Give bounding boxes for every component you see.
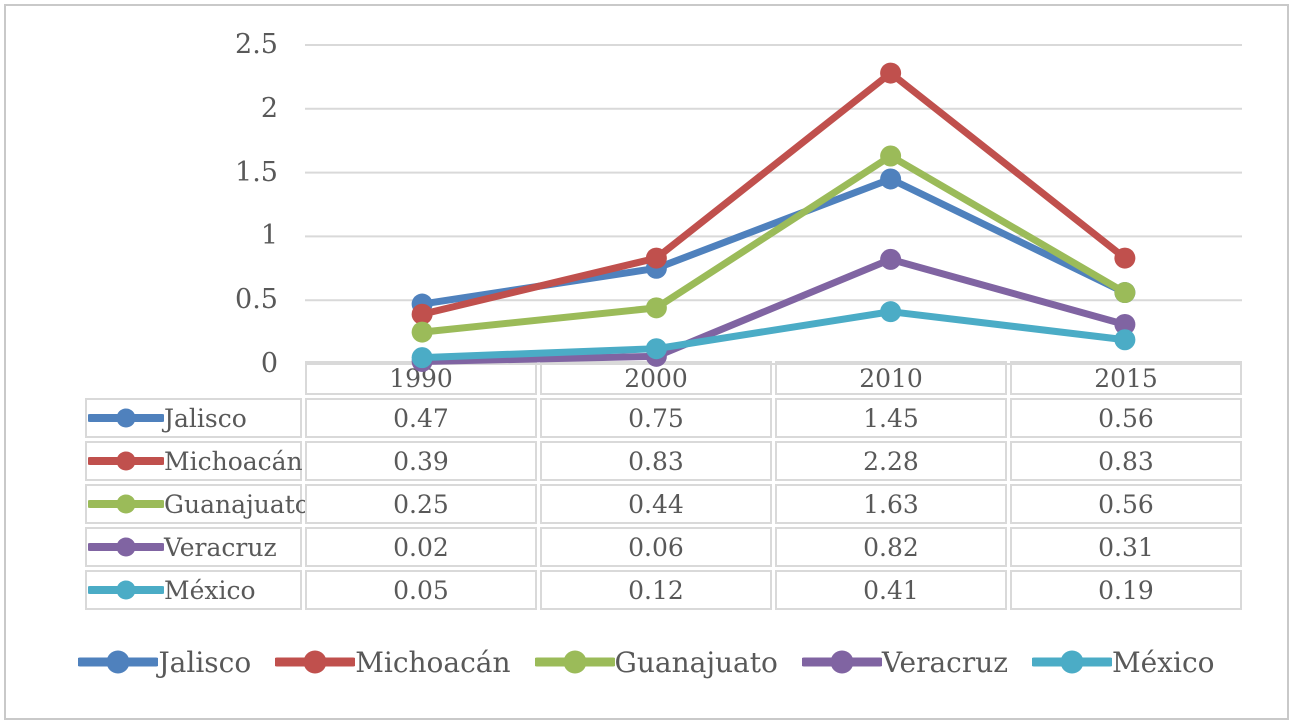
marker-veracruz-2010 [880, 248, 902, 270]
legend-key-icon [801, 650, 882, 674]
legend-key-icon [1032, 650, 1113, 674]
chart-legend: Jalisco Michoacán Guanajuato Veracruz México [0, 642, 1293, 682]
x-axis-label-1990: 1990 [305, 361, 537, 395]
table-value-veracruz-2010: 0.82 [775, 527, 1007, 567]
legend-key-marker [116, 537, 136, 557]
legend-key-marker [116, 451, 136, 471]
table-corner-spacer [85, 361, 302, 395]
legend-key-marker [303, 650, 327, 674]
table-value-mexico-2000: 0.12 [540, 570, 772, 610]
series-key-icon [88, 580, 164, 600]
y-tick-label: 1 [260, 220, 278, 252]
legend-item-jalisco: Jalisco [78, 646, 251, 679]
marker-michoacan-2015 [1114, 247, 1136, 269]
legend-key-icon [534, 650, 615, 674]
marker-jalisco-2010 [880, 168, 902, 190]
legend-label: Jalisco [158, 645, 252, 679]
table-value-michoacan-2000: 0.83 [540, 441, 772, 481]
table-value-michoacan-2010: 2.28 [775, 441, 1007, 481]
marker-jalisco-2015 [1114, 282, 1136, 304]
legend-label: México [1112, 645, 1215, 679]
y-tick-label: 0 [260, 348, 278, 379]
legend-key-marker [106, 650, 130, 674]
table-value-guanajuato-1990: 0.25 [305, 484, 537, 524]
series-name-label: Veracruz [164, 532, 277, 562]
marker-mexico-2000 [645, 338, 667, 360]
table-value-mexico-2010: 0.41 [775, 570, 1007, 610]
legend-label: Veracruz [881, 645, 1009, 679]
series-name-label: Michoacán [164, 446, 303, 476]
table-value-mexico-2015: 0.19 [1010, 570, 1242, 610]
series-key-icon [88, 494, 164, 514]
table-value-jalisco-2010: 1.45 [775, 398, 1007, 438]
marker-mexico-2010 [880, 301, 902, 323]
legend-key-marker [1060, 650, 1084, 674]
series-key-icon [88, 537, 164, 557]
series-name-label: Guanajuato [164, 489, 310, 519]
marker-michoacan-2000 [645, 247, 667, 269]
legend-key-marker [116, 580, 136, 600]
legend-key-icon [275, 650, 356, 674]
legend-key-marker [116, 494, 136, 514]
y-tick-label: 1.5 [235, 156, 278, 188]
y-tick-label: 2 [260, 92, 278, 124]
table-value-veracruz-2015: 0.31 [1010, 527, 1242, 567]
series-line-guanajuato [418, 152, 1129, 336]
table-value-jalisco-1990: 0.47 [305, 398, 537, 438]
table-value-veracruz-2000: 0.06 [540, 527, 772, 567]
series-line-veracruz [418, 255, 1129, 365]
table-value-michoacan-1990: 0.39 [305, 441, 537, 481]
x-axis-label-2015: 2015 [1010, 361, 1242, 395]
table-value-michoacan-2015: 0.83 [1010, 441, 1242, 481]
x-axis-label-2000: 2000 [540, 361, 772, 395]
table-series-name-michoacan: Michoacán [85, 441, 303, 481]
chart-data-table: 1990 2000 2010 2015 Jalisco 0.47 0.75 1.45 0.56 M… [85, 361, 1242, 610]
table-series-name-mexico: México [85, 570, 302, 610]
table-value-guanajuato-2010: 1.63 [775, 484, 1007, 524]
table-value-veracruz-1990: 0.02 [305, 527, 537, 567]
marker-michoacan-2010 [880, 62, 902, 84]
table-value-jalisco-2000: 0.75 [540, 398, 772, 438]
table-series-name-guanajuato: Guanajuato [85, 484, 310, 524]
legend-item-guanajuato: Guanajuato [534, 645, 778, 679]
marker-veracruz-2015 [1114, 313, 1136, 335]
table-value-guanajuato-2015: 0.56 [1010, 484, 1242, 524]
legend-key-marker [116, 408, 136, 428]
legend-key-marker [830, 650, 854, 674]
series-line-jalisco [418, 175, 1129, 308]
y-tick-label: 0.5 [235, 284, 278, 316]
legend-item-veracruz: Veracruz [801, 645, 1009, 679]
marker-jalisco-2000 [645, 257, 667, 279]
marker-jalisco-1990 [411, 293, 433, 315]
series-name-label: Jalisco [164, 403, 247, 433]
y-tick-label: 2.5 [235, 29, 278, 60]
marker-guanajuato-2010 [880, 145, 902, 167]
legend-key-marker [563, 650, 587, 674]
marker-guanajuato-2015 [1114, 282, 1136, 304]
legend-item-mexico: México [1032, 646, 1215, 679]
legend-label: Guanajuato [614, 645, 778, 679]
table-series-name-veracruz: Veracruz [85, 527, 302, 567]
marker-michoacan-1990 [411, 303, 433, 325]
marker-guanajuato-2000 [645, 297, 667, 319]
series-line-mexico [418, 308, 1129, 362]
series-line-michoacan [418, 69, 1129, 318]
marker-mexico-2015 [1114, 329, 1136, 351]
series-key-icon [88, 408, 164, 428]
x-axis-label-2010: 2010 [775, 361, 1007, 395]
series-key-icon [88, 451, 164, 471]
legend-label: Michoacán [355, 645, 511, 679]
table-value-mexico-1990: 0.05 [305, 570, 537, 610]
series-name-label: México [164, 575, 256, 605]
marker-guanajuato-1990 [411, 321, 433, 343]
table-value-guanajuato-2000: 0.44 [540, 484, 772, 524]
legend-key-icon [78, 650, 159, 674]
table-value-jalisco-2015: 0.56 [1010, 398, 1242, 438]
legend-item-michoacan: Michoacán [275, 645, 511, 679]
table-series-name-jalisco: Jalisco [85, 398, 302, 438]
